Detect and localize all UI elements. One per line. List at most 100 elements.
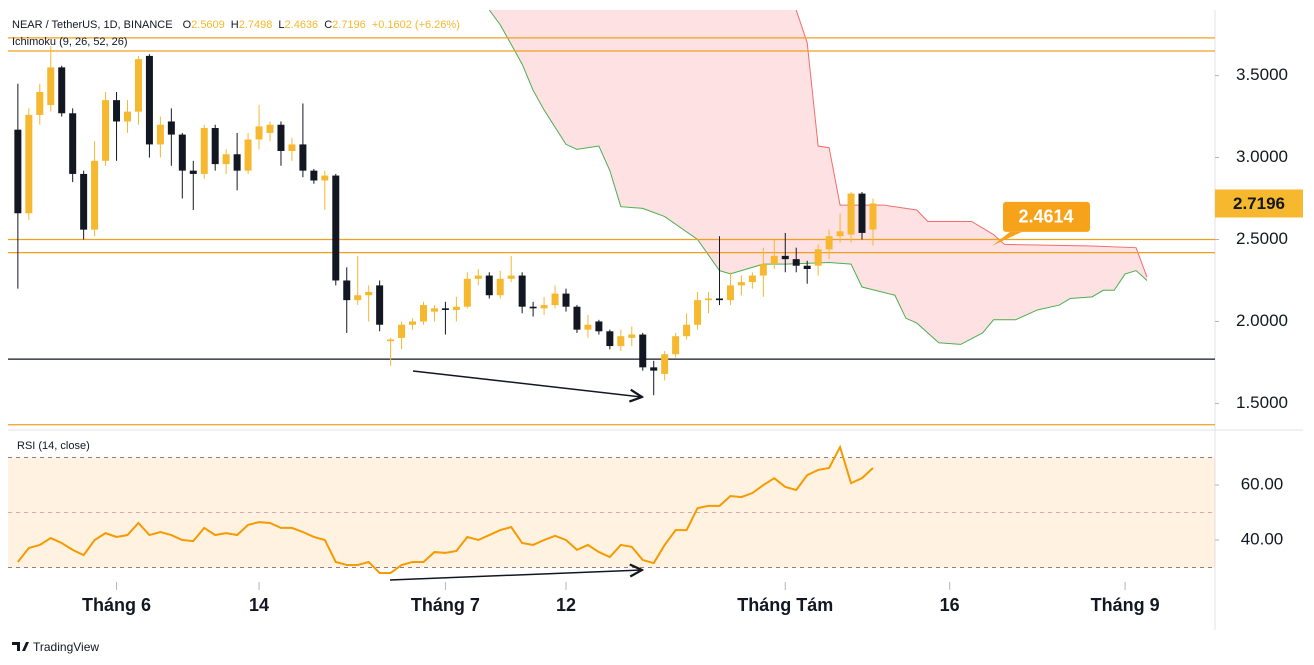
leading-span-a [488, 10, 1148, 345]
x-tick-label: 12 [556, 595, 576, 615]
ohlc-label: O [183, 19, 192, 31]
rsi-line [17, 444, 874, 574]
divergence-arrow [389, 570, 642, 581]
candle-body [178, 134, 186, 171]
x-tick-label: Tháng 6 [82, 595, 151, 615]
symbol: NEAR / TetherUS, 1D, BINANCE [12, 19, 173, 31]
candle-body [365, 291, 373, 296]
candle-body [463, 278, 471, 307]
header: NEAR / TetherUS, 1D, BINANCE O2.5609 H2.74… [12, 19, 460, 31]
candle-body [58, 67, 66, 114]
axis-layer: 1.5000 2.0000 2.5000 3.0000 3.5000 Tháng 6 14 T… [82, 65, 1303, 615]
y-tick-label: 2.5000 [1236, 229, 1288, 248]
candle-body [551, 293, 559, 306]
x-tick-label: 14 [249, 595, 269, 615]
candle-body [595, 321, 603, 332]
ohlc-label: C [324, 19, 332, 31]
candle-body [529, 306, 537, 309]
candle-body [474, 275, 482, 279]
candle-body [639, 334, 647, 368]
candle-body [705, 298, 713, 301]
cloud [489, 10, 1148, 345]
candle-body [354, 295, 362, 301]
candle-body [770, 255, 778, 265]
candle-body [781, 255, 789, 260]
x-tick-label: Tháng 7 [411, 595, 480, 615]
candle-body [36, 91, 44, 115]
candle-body [14, 129, 22, 214]
candle-body [748, 275, 756, 283]
candle-body [430, 308, 438, 312]
ohlc-value: 2.7498 [239, 19, 273, 31]
candle-body [628, 334, 636, 338]
candle-body [562, 293, 570, 307]
candle-body [803, 265, 811, 269]
candle-body [540, 305, 548, 309]
candle-body [113, 100, 121, 122]
y-tick-label: 1.5000 [1236, 393, 1288, 412]
ohlc-value: 2.7196 [332, 19, 366, 31]
candle-body [69, 113, 77, 174]
cloud-layer [488, 10, 1148, 345]
y-tick-label: 2.0000 [1236, 311, 1288, 330]
candle-body [299, 144, 307, 171]
rsi-tick-label: 40.00 [1241, 529, 1284, 548]
candle-body [419, 305, 427, 322]
candle-body [233, 154, 241, 171]
candle-body [47, 67, 55, 106]
ohlc-value: 2.4636 [285, 19, 319, 31]
candle-body [814, 249, 822, 266]
candle-body [847, 193, 855, 235]
candle-body [507, 275, 515, 279]
candle-body [672, 336, 680, 355]
candle-body [321, 175, 329, 181]
candle-body [398, 324, 406, 338]
candle-body [518, 275, 526, 307]
candle-body [694, 300, 702, 325]
candle-body [485, 275, 493, 296]
candle-body [606, 331, 614, 347]
candle-body [134, 59, 142, 112]
candle-body [661, 354, 669, 374]
leading-span-b [795, 10, 1148, 278]
candle-body [167, 121, 175, 135]
candle-body [650, 367, 658, 371]
candle-body [266, 124, 274, 133]
candle-body [255, 126, 263, 140]
candle-body [156, 124, 164, 145]
candle-body [91, 160, 99, 230]
candle-body [869, 203, 877, 230]
ohlc-label: L [278, 19, 284, 31]
candle-body [80, 173, 88, 230]
candle-body [792, 259, 800, 266]
indicator-label: Ichimoku (9, 26, 52, 26) [12, 36, 128, 48]
y-tick-label: 3.0000 [1236, 147, 1288, 166]
candle-body [409, 321, 417, 325]
ohlc-value: 2.5609 [191, 19, 225, 31]
candle-body [376, 285, 384, 325]
candle-body [573, 306, 581, 330]
callout-pointer [992, 231, 1022, 246]
candle-body [288, 144, 296, 151]
brand-logo [12, 642, 29, 651]
candle-body [145, 55, 153, 145]
candle-body [25, 114, 33, 214]
brand: TradingView [33, 640, 99, 654]
candle-body [332, 175, 340, 281]
price-badge [1215, 189, 1303, 218]
callout-box [1003, 201, 1090, 232]
candle-layer [14, 46, 877, 396]
candle-body [825, 236, 833, 250]
candle-body [726, 285, 734, 301]
candle-body [222, 154, 230, 165]
candle-body [387, 339, 395, 342]
divergence-arrow [412, 370, 642, 397]
candle-body [617, 336, 625, 347]
candle-body [683, 324, 691, 337]
candle-body [343, 280, 351, 301]
candle-body [715, 298, 723, 301]
candle-body [310, 170, 318, 181]
candle-body [441, 308, 449, 310]
candle-body [244, 139, 252, 171]
